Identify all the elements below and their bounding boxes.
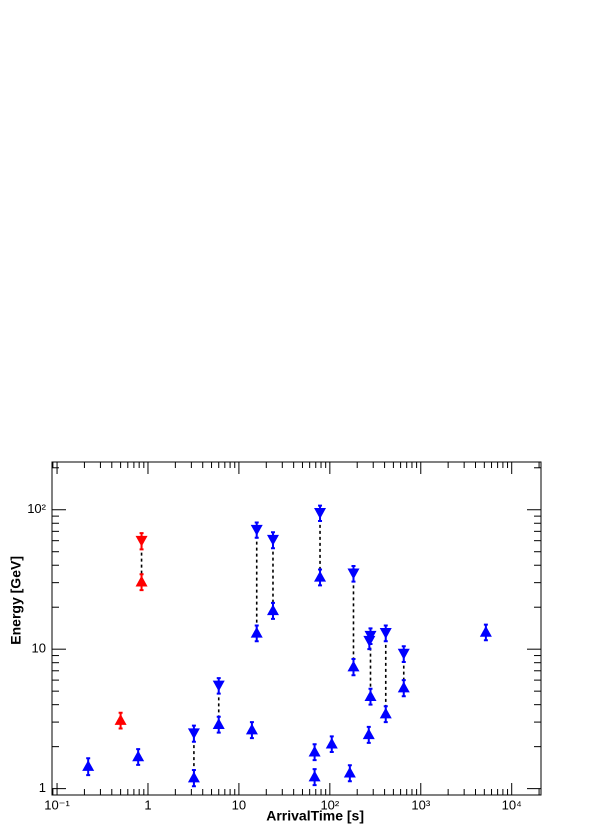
marker — [479, 625, 492, 637]
marker — [212, 718, 225, 729]
marker — [314, 570, 327, 582]
marker — [343, 766, 356, 778]
marker — [245, 723, 258, 735]
marker — [325, 737, 338, 749]
marker — [364, 690, 377, 702]
y-axis-title: Energy [GeV] — [8, 556, 24, 645]
x-tick-label: 10³ — [411, 797, 430, 812]
marker — [397, 681, 410, 693]
marker — [266, 534, 279, 546]
marker — [250, 626, 263, 638]
marker — [82, 760, 95, 771]
marker — [135, 575, 148, 587]
marker — [135, 535, 148, 547]
marker — [397, 648, 410, 660]
marker — [379, 628, 392, 639]
marker — [379, 707, 392, 719]
marker — [347, 568, 360, 580]
x-tick-label: 10² — [320, 797, 339, 812]
marker — [132, 750, 145, 762]
marker — [347, 660, 360, 672]
x-tick-label: 10⁻¹ — [44, 797, 70, 812]
marker — [364, 630, 377, 642]
x-tick-label: 1 — [144, 797, 151, 812]
marker — [314, 508, 327, 519]
x-tick-label: 10⁴ — [502, 797, 522, 812]
marker — [212, 680, 225, 692]
marker — [308, 745, 321, 757]
plot-frame — [51, 461, 542, 796]
marker — [362, 728, 375, 740]
y-tick-label: 10 — [32, 641, 46, 656]
y-tick-label: 1 — [39, 780, 46, 795]
x-tick-label: 10 — [232, 797, 246, 812]
y-tick-label: 10² — [27, 501, 46, 516]
marker — [308, 770, 321, 782]
marker — [187, 771, 200, 783]
marker — [266, 604, 279, 616]
x-axis-title: ArrivalTime [s] — [266, 808, 364, 824]
marker — [250, 524, 263, 536]
marker — [363, 635, 376, 647]
marker — [114, 714, 127, 725]
marker — [187, 728, 200, 740]
